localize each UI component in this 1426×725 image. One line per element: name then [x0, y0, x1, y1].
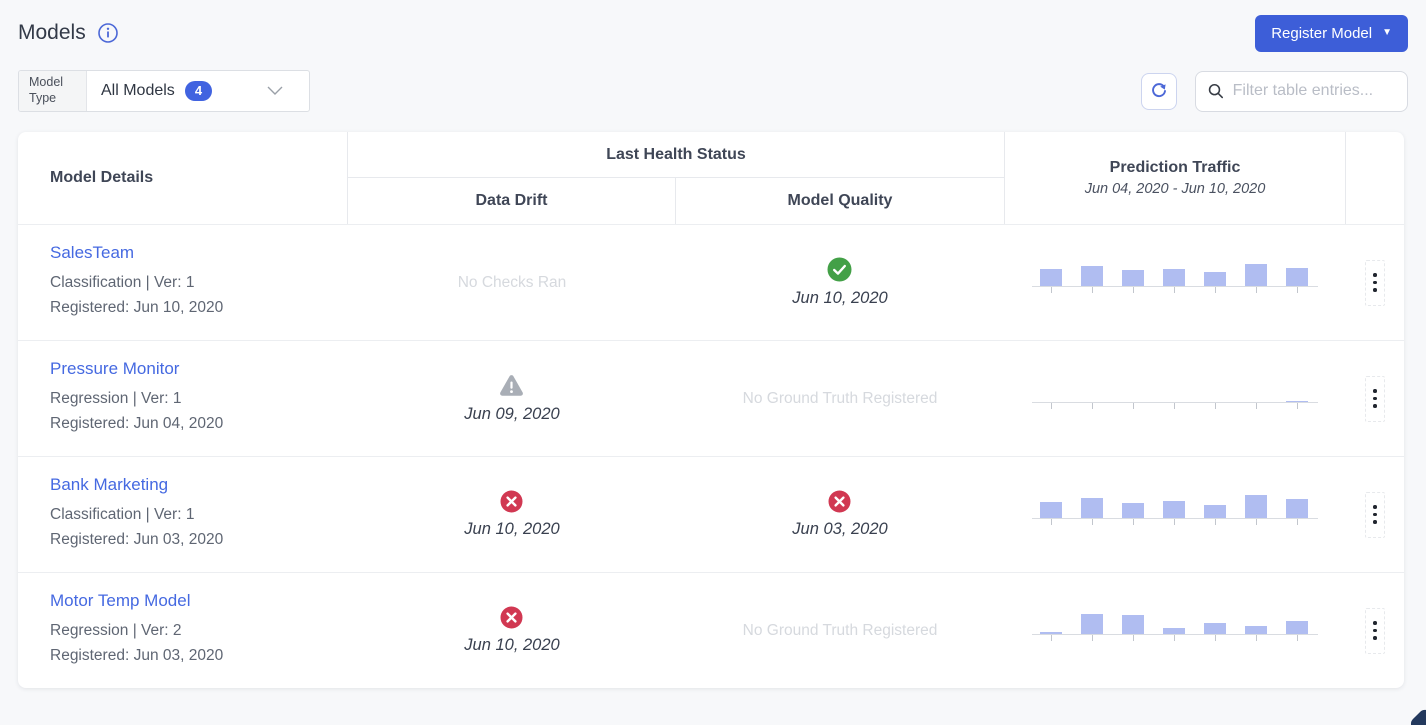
row-actions-cell — [1346, 457, 1404, 572]
kebab-icon — [1373, 505, 1377, 509]
toolbar: Model Type All Models 4 — [18, 70, 1408, 112]
model-quality-cell: Jun 03, 2020 — [676, 457, 1004, 572]
kebab-icon — [1373, 273, 1377, 277]
title-row: Models Register Model ▼ — [18, 0, 1408, 52]
model-meta: Regression | Ver: 1 — [50, 390, 182, 407]
models-page: Models Register Model ▼ Model Type All M… — [18, 0, 1408, 688]
status-date: Jun 10, 2020 — [464, 520, 560, 538]
traffic-sparkline — [1032, 374, 1318, 424]
model-meta: Regression | Ver: 2 — [50, 622, 182, 639]
status-date: Jun 10, 2020 — [792, 289, 888, 307]
model-details-cell: SalesTeam Classification | Ver: 1 Regist… — [18, 225, 348, 340]
search-box — [1195, 70, 1408, 112]
data-drift-cell: Jun 10, 2020 — [348, 573, 676, 688]
model-registered-date: Registered: Jun 10, 2020 — [50, 299, 224, 316]
info-icon[interactable] — [97, 23, 118, 43]
prediction-traffic-date-range: Jun 04, 2020 - Jun 10, 2020 — [1084, 181, 1266, 197]
model-name-link[interactable]: Pressure Monitor — [50, 359, 180, 378]
table-row: Motor Temp Model Regression | Ver: 2 Reg… — [18, 572, 1404, 688]
model-name-link[interactable]: Motor Temp Model — [50, 591, 191, 610]
data-drift-cell: Jun 09, 2020 — [348, 341, 676, 456]
corner-widget[interactable] — [1408, 707, 1426, 725]
model-details-cell: Motor Temp Model Regression | Ver: 2 Reg… — [18, 573, 348, 688]
status-passing-icon — [827, 257, 852, 282]
refresh-icon — [1152, 83, 1166, 98]
refresh-button[interactable] — [1141, 72, 1177, 110]
status-date: Jun 03, 2020 — [792, 520, 888, 538]
model-quality-cell: Jun 10, 2020 — [676, 225, 1004, 340]
table-header: Model Details Last Health Status Predict… — [18, 132, 1404, 224]
prediction-traffic-cell — [1004, 225, 1346, 340]
chevron-down-icon — [267, 86, 295, 96]
traffic-sparkline — [1032, 606, 1318, 656]
model-details-cell: Bank Marketing Classification | Ver: 1 R… — [18, 457, 348, 572]
status-empty-text: No Checks Ran — [457, 273, 567, 291]
model-meta: Classification | Ver: 1 — [50, 274, 195, 291]
model-quality-cell: No Ground Truth Registered — [676, 573, 1004, 688]
model-type-value: All Models — [101, 82, 175, 99]
prediction-traffic-cell — [1004, 573, 1346, 688]
model-quality-cell: No Ground Truth Registered — [676, 341, 1004, 456]
status-empty-text: No Ground Truth Registered — [742, 389, 938, 407]
status-failing-icon — [500, 606, 523, 629]
row-menu-button[interactable] — [1365, 491, 1385, 538]
register-model-button[interactable]: Register Model ▼ — [1255, 14, 1408, 52]
prediction-traffic-cell — [1004, 341, 1346, 456]
table-body: SalesTeam Classification | Ver: 1 Regist… — [18, 224, 1404, 688]
model-registered-date: Registered: Jun 04, 2020 — [50, 415, 224, 432]
model-name-link[interactable]: Bank Marketing — [50, 475, 169, 494]
status-date: Jun 09, 2020 — [464, 404, 560, 423]
table-row: Pressure Monitor Regression | Ver: 1 Reg… — [18, 340, 1404, 456]
register-model-label: Register Model — [1271, 24, 1373, 42]
col-header-prediction-traffic: Prediction Traffic Jun 04, 2020 - Jun 10… — [1004, 132, 1346, 224]
col-header-last-health-status: Last Health Status — [348, 132, 1004, 178]
traffic-sparkline — [1032, 258, 1318, 308]
data-drift-cell: Jun 10, 2020 — [348, 457, 676, 572]
model-name-link[interactable]: SalesTeam — [50, 243, 135, 262]
filter-table-input[interactable] — [1232, 82, 1395, 100]
model-meta: Classification | Ver: 1 — [50, 506, 195, 523]
caret-down-icon: ▼ — [1382, 27, 1392, 38]
col-header-model-details: Model Details — [18, 132, 348, 224]
status-empty-text: No Ground Truth Registered — [742, 621, 938, 639]
row-actions-cell — [1346, 341, 1404, 456]
row-menu-button[interactable] — [1365, 375, 1385, 422]
traffic-sparkline — [1032, 490, 1318, 540]
models-table: Model Details Last Health Status Predict… — [18, 132, 1404, 688]
model-registered-date: Registered: Jun 03, 2020 — [50, 647, 224, 664]
status-warning-icon — [498, 374, 525, 398]
row-menu-button[interactable] — [1365, 259, 1385, 306]
model-details-cell: Pressure Monitor Regression | Ver: 1 Reg… — [18, 341, 348, 456]
page-title: Models — [18, 21, 86, 44]
status-failing-icon — [828, 490, 851, 513]
table-row: Bank Marketing Classification | Ver: 1 R… — [18, 456, 1404, 572]
row-menu-button[interactable] — [1365, 607, 1385, 654]
kebab-icon — [1373, 621, 1377, 625]
model-type-select[interactable]: Model Type All Models 4 — [18, 70, 310, 112]
row-actions-cell — [1346, 225, 1404, 340]
prediction-traffic-cell — [1004, 457, 1346, 572]
search-icon — [1208, 83, 1224, 99]
row-actions-cell — [1346, 573, 1404, 688]
status-failing-icon — [500, 490, 523, 513]
status-date: Jun 10, 2020 — [464, 636, 560, 654]
kebab-icon — [1373, 389, 1377, 393]
model-registered-date: Registered: Jun 03, 2020 — [50, 531, 224, 548]
data-drift-cell: No Checks Ran — [348, 225, 676, 340]
model-count-badge: 4 — [184, 80, 213, 102]
model-type-label: Model Type — [19, 71, 87, 111]
table-row: SalesTeam Classification | Ver: 1 Regist… — [18, 224, 1404, 340]
col-header-model-quality: Model Quality — [787, 192, 893, 209]
prediction-traffic-title: Prediction Traffic — [1109, 159, 1241, 176]
col-header-actions — [1346, 132, 1404, 224]
col-header-data-drift: Data Drift — [348, 178, 676, 224]
